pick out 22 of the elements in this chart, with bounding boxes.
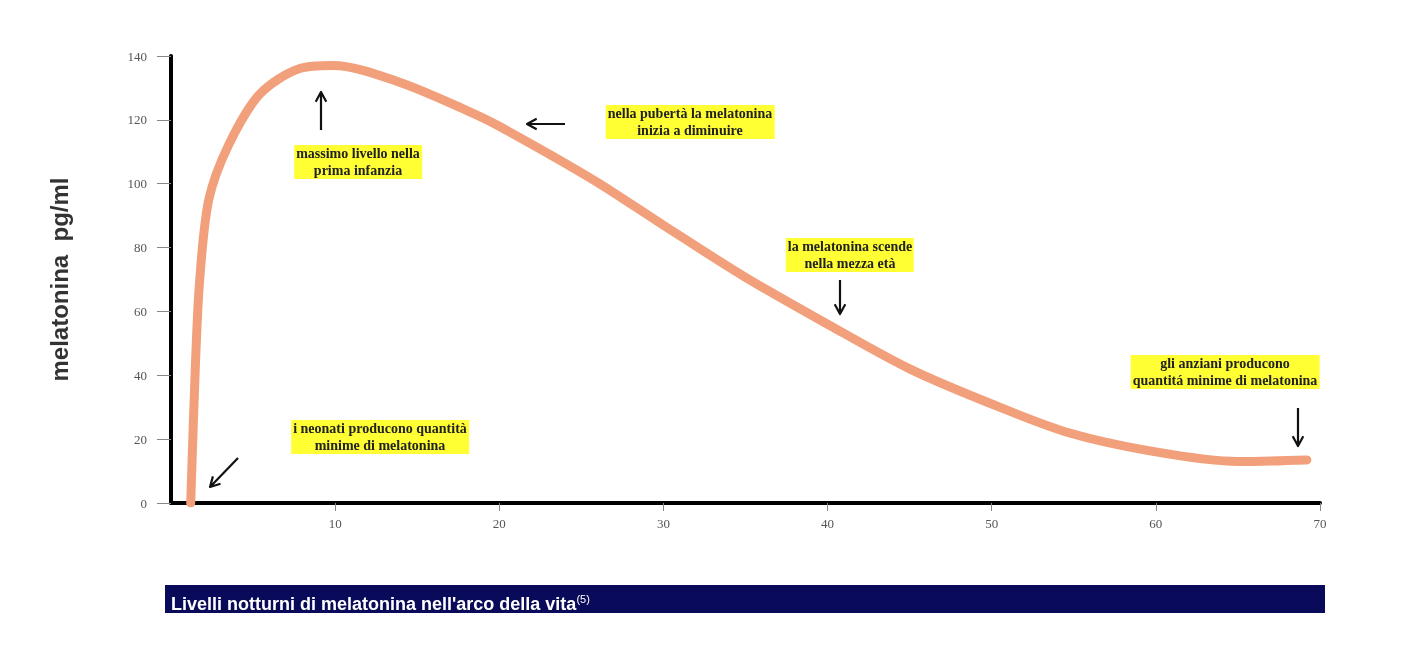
y-tick-label: 60 bbox=[134, 303, 147, 319]
y-tick-label: 80 bbox=[134, 240, 147, 256]
annotation: gli anziani producono quantitá minime di melatonina bbox=[1130, 355, 1320, 389]
y-axis-title: melatonina pg/ml bbox=[45, 177, 73, 382]
y-tick-label: 100 bbox=[127, 176, 147, 192]
annotation: massimo livello nella prima infanzia bbox=[294, 145, 422, 179]
x-tick-label: 50 bbox=[985, 516, 999, 531]
y-tick-label: 120 bbox=[127, 112, 147, 128]
y-tick-label: 20 bbox=[134, 431, 147, 447]
y-tick-label: 40 bbox=[134, 367, 147, 383]
x-tick-label: 10 bbox=[328, 516, 342, 531]
annotation: i neonati producono quantità minime di melatonina bbox=[291, 420, 469, 454]
annotation: la melatonina scende nella mezza età bbox=[785, 238, 915, 272]
text: Livelli notturni di melatonina nell'arco della vita$^{(5)}$ bbox=[165, 585, 1325, 614]
y-tick-label: 0 bbox=[140, 495, 147, 511]
x-tick-label: 70 bbox=[1313, 516, 1327, 531]
annotation: nella pubertà la melatonina inizia a diminuire bbox=[605, 105, 775, 139]
x-tick-label: 20 bbox=[492, 516, 506, 531]
x-tick-label: 60 bbox=[1149, 516, 1163, 531]
y-tick-label: 140 bbox=[127, 48, 147, 64]
x-tick-label: 40 bbox=[821, 516, 835, 531]
x-tick-label: 30 bbox=[656, 516, 670, 531]
